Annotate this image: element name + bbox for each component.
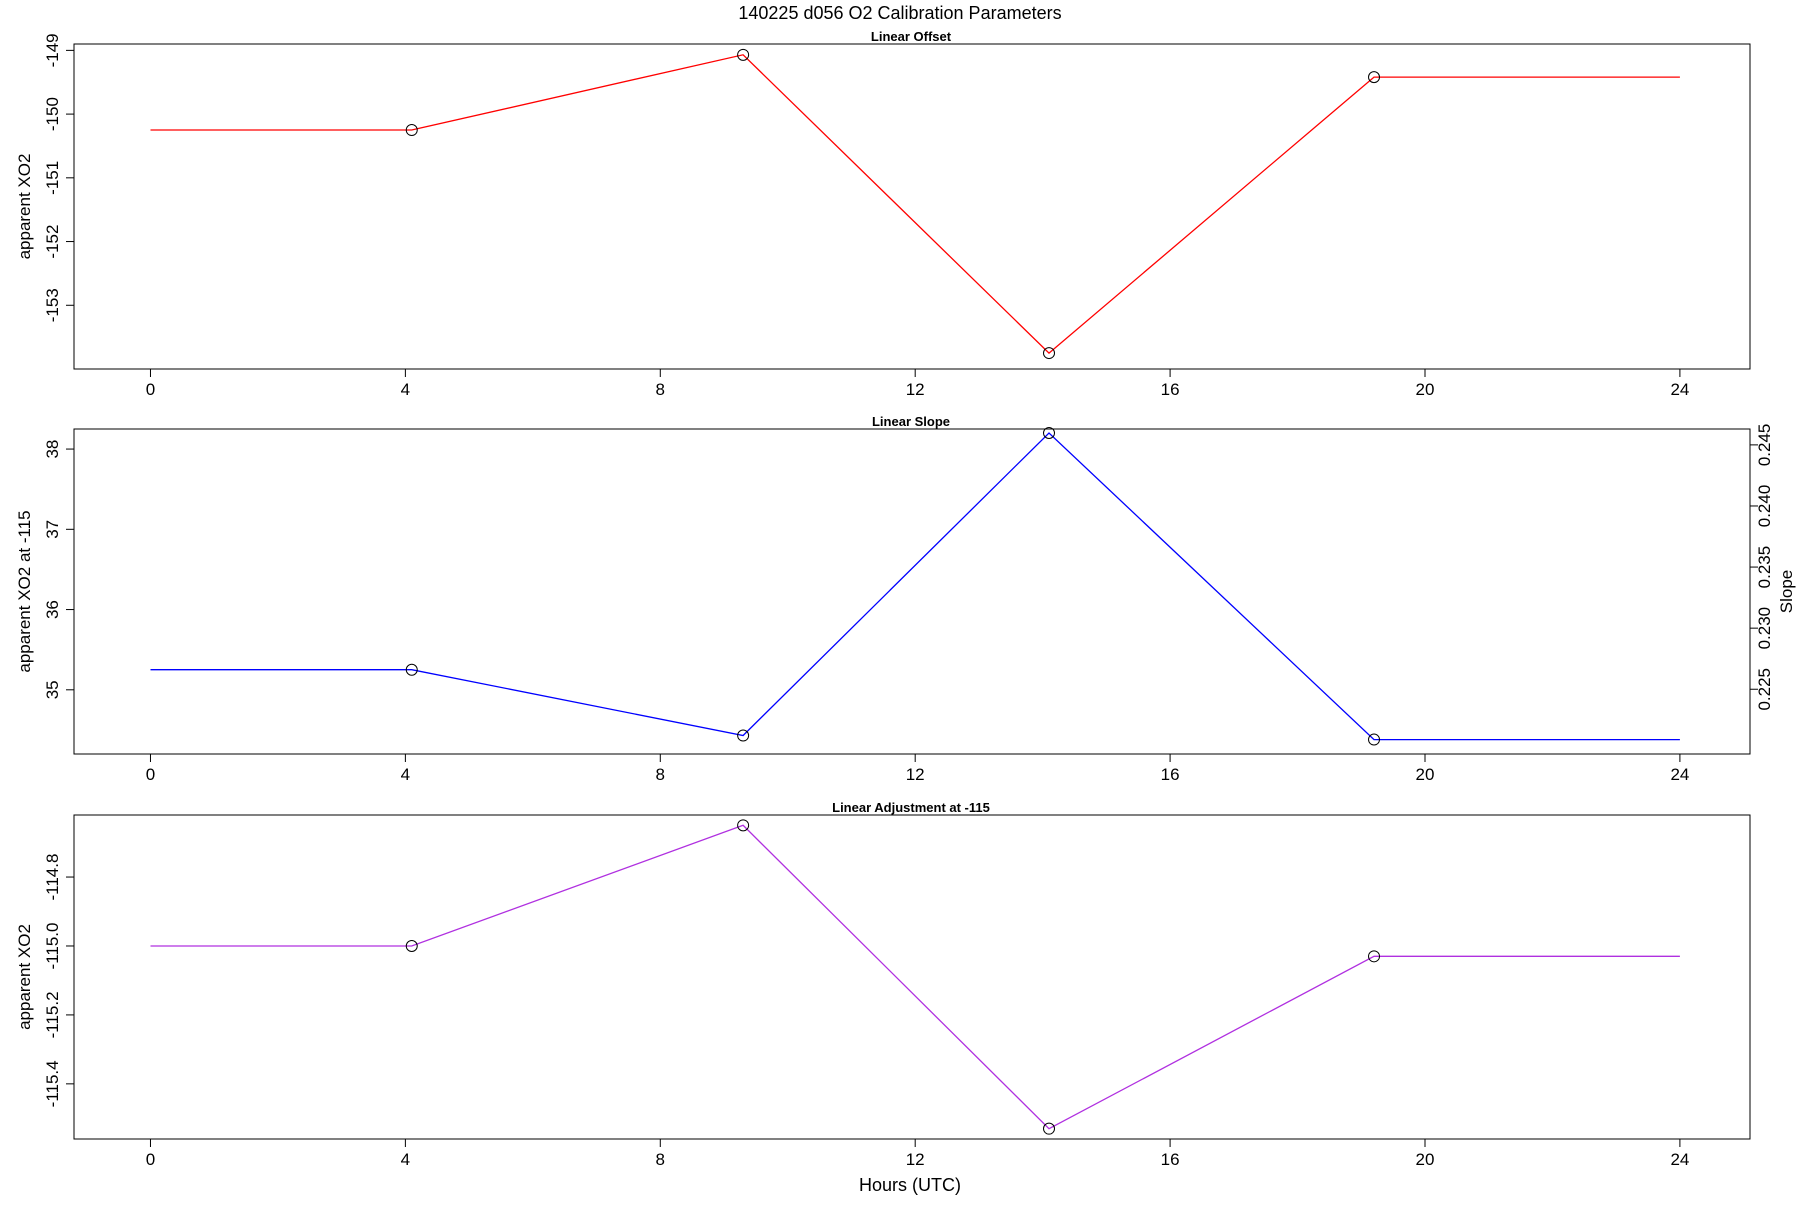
series-line xyxy=(150,432,1680,741)
panel-title: Linear Slope xyxy=(872,414,950,429)
plot-frame xyxy=(73,43,1751,370)
x-tick-label: 4 xyxy=(401,765,410,784)
x-tick-label: 8 xyxy=(656,765,665,784)
x-tick-label: 24 xyxy=(1670,765,1689,784)
series-line xyxy=(150,824,1680,1130)
y-axis-label: apparent XO2 at -115 xyxy=(15,510,34,672)
y-tick-label: -153 xyxy=(43,288,62,322)
y-tick-label: 36 xyxy=(43,600,62,619)
y2-tick-label: 0.240 xyxy=(1755,485,1774,528)
x-tick-label: 20 xyxy=(1416,1150,1435,1169)
y-tick-label: -115.2 xyxy=(43,991,62,1038)
panel-1: Linear Offset 0 4 8 12 16 20 24 -149 -150 -151 -152… xyxy=(15,29,1751,399)
data-point-marker xyxy=(1368,950,1381,963)
figure-title: 140225 d056 O2 Calibration Parameters xyxy=(738,3,1061,23)
y-tick-label: -115.4 xyxy=(43,1060,62,1107)
y2-tick-label: 0.235 xyxy=(1755,546,1774,589)
x-tick-label: 4 xyxy=(401,1150,410,1169)
x-tick-label: 20 xyxy=(1416,380,1435,399)
y-tick-label: -150 xyxy=(43,97,62,131)
y-tick-label: -151 xyxy=(43,161,62,195)
panel-title: Linear Offset xyxy=(871,29,952,44)
y-tick-label: -152 xyxy=(43,225,62,259)
data-point-marker xyxy=(737,729,750,742)
x-tick-label: 8 xyxy=(656,1150,665,1169)
figure-xlabel: Hours (UTC) xyxy=(859,1175,961,1195)
data-point-marker xyxy=(1368,733,1381,746)
x-tick-label: 4 xyxy=(401,380,410,399)
x-tick-label: 16 xyxy=(1161,1150,1180,1169)
data-point-marker xyxy=(737,48,750,61)
data-point-marker xyxy=(1043,1122,1056,1135)
y2-axis-label: Slope xyxy=(1777,570,1796,613)
plot-frame xyxy=(73,428,1751,755)
panel-2: Linear Slope 0 4 8 12 16 20 24 35 36 37 38 apparent … xyxy=(15,414,1796,784)
y-axis-label: apparent XO2 xyxy=(15,154,34,260)
y-tick-label: -149 xyxy=(43,33,62,67)
y-tick-label: 37 xyxy=(43,520,62,539)
series-line xyxy=(150,54,1680,354)
data-point-marker xyxy=(405,124,418,137)
panel-3: Linear Adjustment at -115 0 4 8 12 16 20 24 -114… xyxy=(15,800,1751,1169)
x-tick-label: 24 xyxy=(1670,1150,1689,1169)
x-tick-label: 0 xyxy=(146,380,155,399)
x-tick-label: 24 xyxy=(1670,380,1689,399)
plot-frame xyxy=(73,814,1751,1140)
data-point-marker xyxy=(1368,71,1381,84)
y-tick-label: 35 xyxy=(43,680,62,699)
data-point-marker xyxy=(1043,347,1056,360)
x-tick-label: 0 xyxy=(146,1150,155,1169)
data-point-marker xyxy=(405,939,418,952)
x-tick-label: 16 xyxy=(1161,380,1180,399)
y2-tick-label: 0.225 xyxy=(1755,668,1774,711)
data-point-marker xyxy=(405,663,418,676)
data-point-marker xyxy=(737,819,750,832)
x-tick-label: 12 xyxy=(906,765,925,784)
y-tick-label: -114.8 xyxy=(43,854,62,901)
x-tick-label: 20 xyxy=(1416,765,1435,784)
y-tick-label: -115.0 xyxy=(43,923,62,970)
x-tick-label: 12 xyxy=(906,380,925,399)
x-tick-label: 12 xyxy=(906,1150,925,1169)
y-axis-label: apparent XO2 xyxy=(15,924,34,1030)
panel-title: Linear Adjustment at -115 xyxy=(832,800,990,815)
data-point-marker xyxy=(1043,427,1056,440)
y2-tick-label: 0.230 xyxy=(1755,607,1774,650)
x-tick-label: 16 xyxy=(1161,765,1180,784)
y2-tick-label: 0.245 xyxy=(1755,424,1774,467)
y-tick-label: 38 xyxy=(43,440,62,459)
x-tick-label: 0 xyxy=(146,765,155,784)
x-tick-label: 8 xyxy=(656,380,665,399)
